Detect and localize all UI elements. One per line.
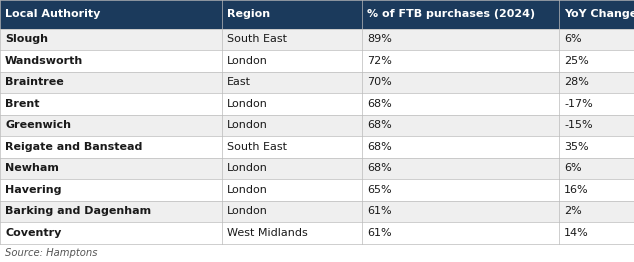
Bar bbox=[362, 115, 559, 136]
Bar bbox=[0, 179, 222, 201]
Bar bbox=[559, 72, 634, 93]
Text: South East: South East bbox=[227, 142, 287, 152]
Bar bbox=[559, 115, 634, 136]
Bar bbox=[362, 50, 559, 72]
Text: London: London bbox=[227, 99, 268, 109]
Bar bbox=[0, 201, 222, 222]
Bar bbox=[559, 93, 634, 115]
Text: 68%: 68% bbox=[367, 163, 392, 173]
Text: 61%: 61% bbox=[367, 228, 392, 238]
Bar bbox=[559, 201, 634, 222]
Text: Braintree: Braintree bbox=[5, 77, 64, 88]
Bar bbox=[362, 136, 559, 158]
Text: Region: Region bbox=[227, 9, 270, 19]
Text: London: London bbox=[227, 206, 268, 216]
Text: 68%: 68% bbox=[367, 120, 392, 130]
Bar bbox=[0, 93, 222, 115]
Bar bbox=[222, 158, 362, 179]
Text: 89%: 89% bbox=[367, 34, 392, 44]
Bar bbox=[0, 158, 222, 179]
Bar bbox=[559, 29, 634, 50]
Text: -17%: -17% bbox=[564, 99, 593, 109]
Bar bbox=[222, 179, 362, 201]
Text: 6%: 6% bbox=[564, 34, 581, 44]
Text: 68%: 68% bbox=[367, 99, 392, 109]
Text: -15%: -15% bbox=[564, 120, 593, 130]
Bar bbox=[0, 50, 222, 72]
Bar bbox=[362, 93, 559, 115]
Bar bbox=[559, 136, 634, 158]
Text: Coventry: Coventry bbox=[5, 228, 61, 238]
Bar bbox=[222, 136, 362, 158]
Bar bbox=[362, 72, 559, 93]
Text: 35%: 35% bbox=[564, 142, 588, 152]
Text: 14%: 14% bbox=[564, 228, 589, 238]
Bar bbox=[0, 136, 222, 158]
Text: Reigate and Banstead: Reigate and Banstead bbox=[5, 142, 143, 152]
Bar bbox=[222, 201, 362, 222]
Text: 72%: 72% bbox=[367, 56, 392, 66]
Text: 61%: 61% bbox=[367, 206, 392, 216]
Text: 16%: 16% bbox=[564, 185, 588, 195]
Text: Newham: Newham bbox=[5, 163, 59, 173]
Text: YoY Change: YoY Change bbox=[564, 9, 634, 19]
Bar bbox=[222, 93, 362, 115]
Text: Havering: Havering bbox=[5, 185, 61, 195]
Text: 6%: 6% bbox=[564, 163, 581, 173]
Bar bbox=[0, 0, 222, 29]
Text: 25%: 25% bbox=[564, 56, 589, 66]
Text: Slough: Slough bbox=[5, 34, 48, 44]
Bar bbox=[222, 50, 362, 72]
Bar bbox=[362, 222, 559, 244]
Bar bbox=[222, 29, 362, 50]
Bar bbox=[362, 158, 559, 179]
Text: 2%: 2% bbox=[564, 206, 582, 216]
Text: 68%: 68% bbox=[367, 142, 392, 152]
Bar bbox=[559, 50, 634, 72]
Text: Brent: Brent bbox=[5, 99, 39, 109]
Bar bbox=[362, 0, 559, 29]
Bar bbox=[362, 29, 559, 50]
Text: London: London bbox=[227, 56, 268, 66]
Text: London: London bbox=[227, 185, 268, 195]
Text: South East: South East bbox=[227, 34, 287, 44]
Bar bbox=[222, 72, 362, 93]
Text: Wandsworth: Wandsworth bbox=[5, 56, 83, 66]
Bar bbox=[559, 158, 634, 179]
Text: Source: Hamptons: Source: Hamptons bbox=[5, 248, 98, 258]
Bar bbox=[0, 115, 222, 136]
Bar bbox=[222, 222, 362, 244]
Text: Greenwich: Greenwich bbox=[5, 120, 71, 130]
Bar bbox=[559, 179, 634, 201]
Text: Barking and Dagenham: Barking and Dagenham bbox=[5, 206, 151, 216]
Text: 70%: 70% bbox=[367, 77, 392, 88]
Bar bbox=[222, 115, 362, 136]
Text: Local Authority: Local Authority bbox=[5, 9, 100, 19]
Bar bbox=[559, 222, 634, 244]
Bar bbox=[222, 0, 362, 29]
Bar bbox=[362, 201, 559, 222]
Bar bbox=[0, 72, 222, 93]
Text: East: East bbox=[227, 77, 251, 88]
Bar bbox=[0, 29, 222, 50]
Bar bbox=[0, 222, 222, 244]
Text: West Midlands: West Midlands bbox=[227, 228, 307, 238]
Text: % of FTB purchases (2024): % of FTB purchases (2024) bbox=[367, 9, 535, 19]
Text: 28%: 28% bbox=[564, 77, 589, 88]
Text: 65%: 65% bbox=[367, 185, 392, 195]
Text: London: London bbox=[227, 163, 268, 173]
Text: London: London bbox=[227, 120, 268, 130]
Bar bbox=[362, 179, 559, 201]
Bar bbox=[559, 0, 634, 29]
